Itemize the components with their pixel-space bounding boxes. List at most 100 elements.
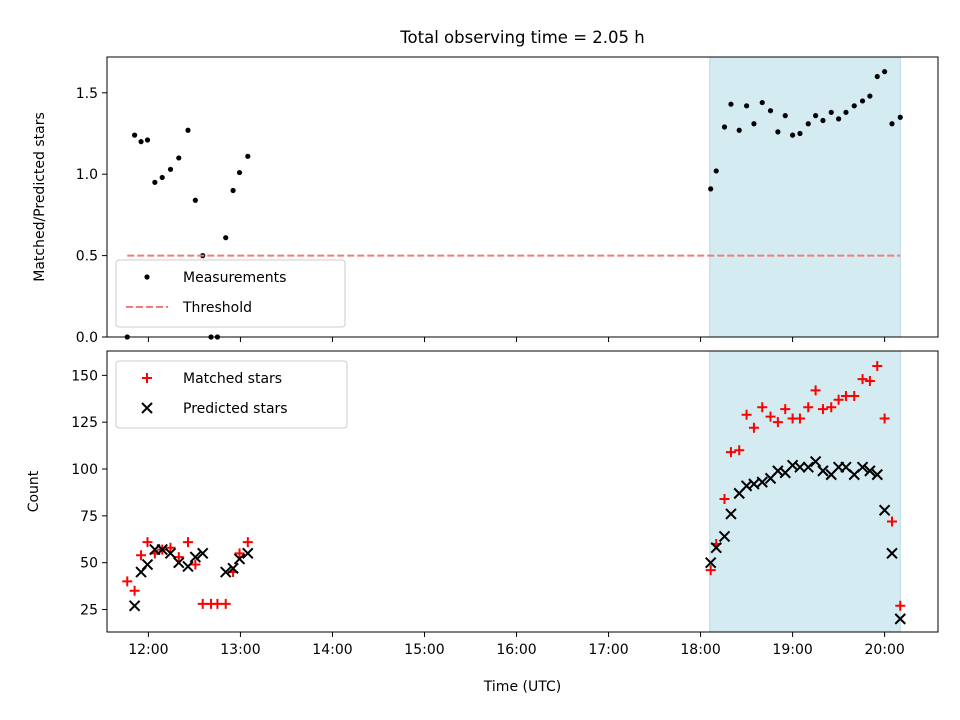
legend-entry-threshold: Threshold <box>126 300 252 316</box>
predicted-stars-point <box>173 556 185 569</box>
measurement-point <box>743 103 750 109</box>
measurement-point <box>797 130 803 137</box>
predicted-stars-point <box>141 558 154 571</box>
bottom-legend: Matched stars Predicted stars <box>115 360 348 429</box>
predicted-stars-point <box>233 553 246 565</box>
matched-stars-point <box>741 409 752 420</box>
measurement-point <box>813 113 819 119</box>
top-panel: 0.0 0.5 1.0 1.5 Total observing time = 2.05… <box>32 28 939 346</box>
matched-stars-point <box>757 402 768 413</box>
matched-stars-point <box>857 374 868 385</box>
predicted-stars-point <box>156 543 168 556</box>
measurement-point <box>167 166 174 172</box>
top-panel-frame <box>106 56 939 338</box>
matched-stars-point <box>810 385 821 396</box>
x-tick-label: 17:00 <box>588 642 628 658</box>
y-tick-label: 125 <box>71 415 98 431</box>
measurement-point <box>185 127 191 133</box>
predicted-stars-point <box>710 541 722 554</box>
measurement-point <box>851 103 857 109</box>
measurement-point <box>843 109 849 115</box>
legend-label: Predicted stars <box>183 401 288 417</box>
measurement-point <box>775 129 781 135</box>
matched-stars-point <box>182 537 193 548</box>
matched-stars-point <box>129 585 140 596</box>
legend-cross-marker <box>141 402 153 414</box>
matched-stars-point <box>142 537 153 548</box>
measurement-point <box>236 169 243 176</box>
measurement-point <box>721 124 728 130</box>
matched-stars-point <box>886 516 897 527</box>
measurement-point <box>867 93 873 99</box>
matched-stars-point <box>895 600 906 611</box>
x-tick-label: 16:00 <box>496 642 536 658</box>
predicted-stars-point <box>164 547 177 560</box>
measurement-point <box>789 132 796 138</box>
legend-entry-predicted-stars: Predicted stars <box>141 401 288 417</box>
matched-stars-point <box>705 565 716 576</box>
y-tick-label: 25 <box>80 603 98 619</box>
x-tick-label: 12:00 <box>128 642 168 658</box>
matched-stars-point <box>748 422 759 433</box>
legend-box <box>115 360 348 429</box>
matched-stars-point <box>772 417 783 428</box>
measurement-point <box>882 69 888 75</box>
measurement-point <box>859 98 866 104</box>
legend-label: Threshold <box>182 300 252 316</box>
legend-entry-measurements: Measurements <box>144 270 286 286</box>
matched-stars-point <box>803 402 814 413</box>
top-legend: Measurements Threshold <box>115 259 346 328</box>
x-axis-label: Time (UTC) <box>483 679 561 695</box>
matched-stars-point <box>817 404 828 415</box>
matched-stars-point <box>794 413 805 424</box>
measurement-point <box>751 121 757 127</box>
matched-stars-point <box>725 447 736 458</box>
predicted-stars-point <box>718 530 731 543</box>
matched-stars-point <box>122 576 133 587</box>
predicted-stars-point <box>794 461 806 473</box>
y-tick-label: 1.5 <box>76 86 98 102</box>
measurement-point <box>245 153 251 159</box>
predicted-stars-point <box>878 504 891 516</box>
matched-stars-point <box>780 404 791 415</box>
measurement-point <box>828 109 834 115</box>
bottom-panel-frame <box>106 350 939 633</box>
measurement-point <box>820 117 826 124</box>
predicted-stars-point <box>725 508 737 520</box>
measurement-point <box>192 197 198 203</box>
x-tick-label: 19:00 <box>772 642 812 658</box>
x-tick-label: 14:00 <box>312 642 352 658</box>
y-tick-label: 75 <box>80 509 98 525</box>
measurement-point <box>713 168 719 174</box>
measurement-point <box>874 73 880 80</box>
measurement-point <box>144 137 151 143</box>
predicted-stars-point <box>756 476 768 488</box>
measurement-point <box>767 108 774 114</box>
predicted-stars-point <box>220 566 232 578</box>
predicted-stars-point <box>242 547 254 560</box>
measurement-point <box>736 127 742 133</box>
legend-plus-marker <box>142 373 152 383</box>
y-tick-label: 0.5 <box>76 249 98 265</box>
predicted-stars-point <box>189 551 202 563</box>
predicted-stars-point <box>809 455 822 468</box>
predicted-stars-point <box>817 465 829 477</box>
matched-stars-point <box>833 394 844 405</box>
x-tick-label: 20:00 <box>864 642 904 658</box>
predicted-stars-point <box>802 461 814 473</box>
matched-stars-point <box>190 559 201 570</box>
measurement-point <box>152 179 158 185</box>
measurement-point <box>708 186 714 192</box>
y-tick-label: 50 <box>80 556 98 572</box>
matched-stars-point <box>872 360 883 371</box>
measurement-point <box>230 187 236 194</box>
matched-stars-point <box>734 445 745 456</box>
measurement-point <box>782 113 788 119</box>
predicted-stars-point <box>894 613 906 625</box>
predicted-stars-point <box>197 547 209 560</box>
matched-stars-point <box>234 548 245 559</box>
legend-label: Measurements <box>183 270 286 286</box>
legend-dot-marker <box>144 274 150 280</box>
predicted-stars-point <box>748 478 760 490</box>
matched-stars-point <box>879 413 890 424</box>
